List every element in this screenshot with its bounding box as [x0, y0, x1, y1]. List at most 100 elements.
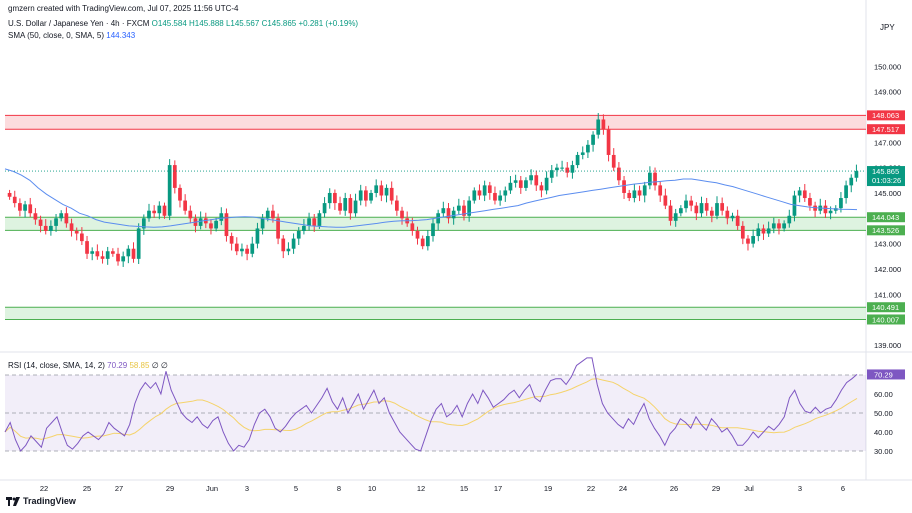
- candle-body: [462, 205, 466, 216]
- time-tick-label: 19: [544, 484, 552, 493]
- candle-body: [472, 190, 477, 201]
- candle-body: [431, 223, 435, 237]
- time-tick-label: 24: [619, 484, 627, 493]
- time-tick-label: 25: [83, 484, 91, 493]
- resistance-zone: [5, 115, 866, 130]
- candle-body: [555, 167, 559, 171]
- candle-body: [632, 190, 637, 199]
- candle-body: [591, 134, 595, 145]
- candle-body: [188, 210, 193, 219]
- rsi-legend[interactable]: RSI (14, close, SMA, 14, 2) 70.29 58.85 …: [8, 361, 168, 370]
- candle-body: [627, 192, 632, 199]
- candle-body: [694, 205, 699, 214]
- candle-body: [219, 213, 224, 221]
- rsi-tick-label: 60.00: [874, 390, 893, 399]
- candle-body: [658, 185, 663, 196]
- candle-body: [756, 228, 761, 237]
- candle-body: [740, 225, 745, 239]
- price-tick-label: 141.000: [874, 290, 901, 299]
- candle-body: [358, 190, 363, 201]
- price-axis-label-bg: [867, 166, 905, 187]
- candle-body: [787, 215, 792, 224]
- candle-body: [271, 210, 275, 219]
- candle-body: [524, 180, 528, 188]
- candle-body: [704, 203, 709, 211]
- rsi-value-label-bg: [867, 369, 905, 380]
- candle-body: [477, 190, 482, 196]
- candle-body: [379, 185, 384, 196]
- sma-legend[interactable]: SMA (50, close, 0, SMA, 5) 144.343: [8, 31, 135, 40]
- candle-body: [147, 210, 151, 219]
- candle-body: [493, 192, 497, 201]
- candle-body: [782, 223, 786, 229]
- candle-body: [622, 180, 626, 193]
- candle-body: [348, 198, 353, 214]
- time-tick-label: 6: [841, 484, 845, 493]
- candle-body: [255, 228, 260, 244]
- candle-body: [606, 129, 611, 155]
- candle-body: [844, 185, 848, 199]
- time-tick-label: 10: [368, 484, 376, 493]
- price-axis-label-bg: [867, 314, 905, 325]
- candle-body: [152, 210, 157, 214]
- candle-body: [400, 210, 404, 219]
- candle-body: [121, 256, 126, 262]
- legend-low: L145.567: [225, 19, 260, 28]
- symbol-name[interactable]: U.S. Dollar / Japanese Yen · 4h · FXCM: [8, 19, 150, 28]
- candle-body: [18, 203, 22, 211]
- candle-body: [549, 170, 554, 178]
- candle-body: [384, 187, 389, 196]
- candle-body: [467, 200, 472, 216]
- time-tick-label: 22: [40, 484, 48, 493]
- currency-label: JPY: [880, 23, 895, 32]
- candle-body: [100, 256, 105, 259]
- time-tick-label: 8: [337, 484, 341, 493]
- time-tick-label: 22: [587, 484, 595, 493]
- candle-body: [234, 243, 239, 252]
- candle-body: [327, 192, 332, 204]
- candle-body: [369, 192, 373, 201]
- legend-close: C145.865: [261, 19, 297, 28]
- candle-body: [364, 190, 368, 201]
- time-tick-label: 12: [417, 484, 425, 493]
- candle-body: [617, 167, 621, 181]
- candle-body: [715, 203, 719, 216]
- candle-body: [131, 248, 136, 259]
- rsi-label: RSI (14, close, SMA, 14, 2): [8, 361, 105, 370]
- candle-body: [797, 190, 802, 196]
- candle-body: [735, 215, 740, 226]
- candle-body: [456, 205, 461, 211]
- candle-body: [69, 223, 74, 231]
- candle-body: [229, 236, 234, 244]
- candle-body: [389, 187, 394, 201]
- legend-change: +0.281 (+0.19%): [298, 19, 359, 28]
- candle-body: [487, 185, 492, 193]
- price-tick-label: 147.000: [874, 138, 901, 147]
- candle-body: [668, 205, 673, 221]
- candle-body: [28, 204, 33, 214]
- candle-body: [23, 204, 27, 211]
- candle-body: [49, 225, 53, 231]
- candle-body: [322, 203, 327, 214]
- candle-body: [580, 152, 585, 155]
- candle-body: [802, 190, 807, 199]
- price-axis-label: 147.517: [872, 125, 899, 134]
- candle-body: [766, 228, 771, 234]
- candle-body: [245, 248, 249, 254]
- sma-label: SMA (50, close, 0, SMA, 5): [8, 31, 105, 40]
- candle-body: [302, 225, 306, 231]
- tradingview-logo[interactable]: TradingView: [6, 496, 76, 506]
- legend-open: O145.584: [151, 19, 187, 28]
- candle-body: [534, 175, 539, 186]
- legend-high: H145.888: [189, 19, 224, 28]
- rsi-tick-label: 40.00: [874, 428, 893, 437]
- rsi-value: 70.29: [107, 361, 128, 370]
- candle-body: [333, 192, 337, 204]
- candle-body: [198, 218, 203, 226]
- candle-body: [317, 213, 322, 226]
- candle-body: [59, 213, 64, 219]
- candle-body: [95, 251, 100, 257]
- candle-body: [90, 251, 95, 254]
- price-axis-label: 144.043: [872, 213, 899, 222]
